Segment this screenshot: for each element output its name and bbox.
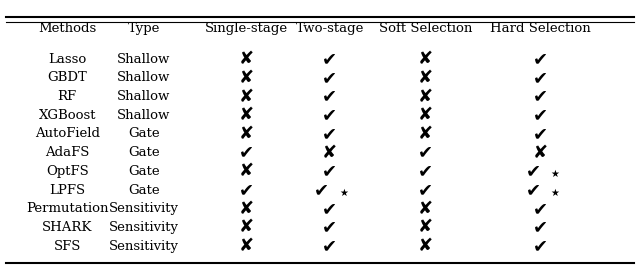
Text: Shallow: Shallow bbox=[117, 53, 171, 66]
Text: ✘: ✘ bbox=[239, 50, 254, 68]
Text: ✔: ✔ bbox=[239, 181, 254, 199]
Text: ✔: ✔ bbox=[322, 125, 337, 143]
Text: ✘: ✘ bbox=[418, 69, 433, 87]
Text: ✔: ✔ bbox=[322, 200, 337, 218]
Text: XGBoost: XGBoost bbox=[38, 109, 96, 122]
Text: ✘: ✘ bbox=[418, 200, 433, 218]
Text: AutoField: AutoField bbox=[35, 127, 100, 141]
Text: Shallow: Shallow bbox=[117, 71, 171, 84]
Text: Hard Selection: Hard Selection bbox=[490, 22, 591, 35]
Text: ✔: ✔ bbox=[525, 162, 541, 180]
Text: Sensitivity: Sensitivity bbox=[109, 240, 179, 253]
Text: ✘: ✘ bbox=[239, 218, 254, 236]
Text: ✘: ✘ bbox=[239, 125, 254, 143]
Text: ✔: ✔ bbox=[322, 162, 337, 180]
Text: AdaFS: AdaFS bbox=[45, 146, 90, 159]
Text: RF: RF bbox=[58, 90, 77, 103]
Text: Single-stage: Single-stage bbox=[205, 22, 288, 35]
Text: ✔: ✔ bbox=[533, 218, 548, 236]
Text: ✘: ✘ bbox=[322, 144, 337, 162]
Text: GBDT: GBDT bbox=[47, 71, 87, 84]
Text: ✘: ✘ bbox=[239, 106, 254, 124]
Text: Soft Selection: Soft Selection bbox=[379, 22, 472, 35]
Text: ✔: ✔ bbox=[525, 181, 541, 199]
Text: Sensitivity: Sensitivity bbox=[109, 202, 179, 215]
Text: ✘: ✘ bbox=[239, 200, 254, 218]
Text: ✘: ✘ bbox=[418, 50, 433, 68]
Text: ✘: ✘ bbox=[418, 87, 433, 106]
Text: ✔: ✔ bbox=[239, 144, 254, 162]
Text: SHARK: SHARK bbox=[42, 221, 92, 234]
Text: Methods: Methods bbox=[38, 22, 97, 35]
Text: Gate: Gate bbox=[128, 183, 160, 197]
Text: ✔: ✔ bbox=[418, 144, 433, 162]
Text: OptFS: OptFS bbox=[46, 165, 88, 178]
Text: ✔: ✔ bbox=[533, 69, 548, 87]
Text: ★: ★ bbox=[550, 169, 559, 179]
Text: Lasso: Lasso bbox=[48, 53, 86, 66]
Text: ★: ★ bbox=[550, 188, 559, 198]
Text: Two-stage: Two-stage bbox=[296, 22, 364, 35]
Text: LPFS: LPFS bbox=[49, 183, 85, 197]
Text: ✔: ✔ bbox=[533, 237, 548, 255]
Text: ✘: ✘ bbox=[239, 87, 254, 106]
Text: Sensitivity: Sensitivity bbox=[109, 221, 179, 234]
Text: ✔: ✔ bbox=[322, 237, 337, 255]
Text: ✔: ✔ bbox=[322, 218, 337, 236]
Text: ✔: ✔ bbox=[533, 200, 548, 218]
Text: ✔: ✔ bbox=[322, 69, 337, 87]
Text: SFS: SFS bbox=[54, 240, 81, 253]
Text: ✘: ✘ bbox=[533, 144, 548, 162]
Text: Gate: Gate bbox=[128, 127, 160, 141]
Text: ✘: ✘ bbox=[418, 218, 433, 236]
Text: Shallow: Shallow bbox=[117, 90, 171, 103]
Text: Gate: Gate bbox=[128, 165, 160, 178]
Text: Shallow: Shallow bbox=[117, 109, 171, 122]
Text: Gate: Gate bbox=[128, 146, 160, 159]
Text: ✔: ✔ bbox=[533, 125, 548, 143]
Text: ✔: ✔ bbox=[322, 87, 337, 106]
Text: ★: ★ bbox=[339, 188, 348, 198]
Text: ✔: ✔ bbox=[533, 87, 548, 106]
Text: ✘: ✘ bbox=[239, 69, 254, 87]
Text: ✘: ✘ bbox=[239, 237, 254, 255]
Text: ✘: ✘ bbox=[418, 125, 433, 143]
Text: ✔: ✔ bbox=[533, 50, 548, 68]
Text: Permutation: Permutation bbox=[26, 202, 108, 215]
Text: ✘: ✘ bbox=[418, 106, 433, 124]
Text: ✔: ✔ bbox=[418, 181, 433, 199]
Text: ✘: ✘ bbox=[418, 237, 433, 255]
Text: ✔: ✔ bbox=[314, 181, 330, 199]
Text: ✔: ✔ bbox=[418, 162, 433, 180]
Text: ✔: ✔ bbox=[322, 106, 337, 124]
Text: ✔: ✔ bbox=[322, 50, 337, 68]
Text: ✔: ✔ bbox=[533, 106, 548, 124]
Text: ✘: ✘ bbox=[239, 162, 254, 180]
Text: Type: Type bbox=[128, 22, 160, 35]
